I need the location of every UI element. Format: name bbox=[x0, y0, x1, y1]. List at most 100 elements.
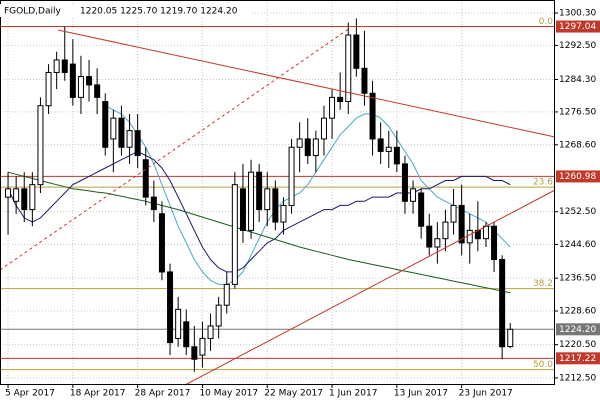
candle-body bbox=[385, 146, 392, 152]
moving-average bbox=[105, 105, 511, 285]
candle-body bbox=[507, 328, 514, 348]
candle-body bbox=[142, 159, 149, 198]
y-tick-label: 1300.30 bbox=[559, 9, 596, 19]
candle-body bbox=[13, 188, 20, 202]
price-box-label: 1224.20 bbox=[559, 325, 596, 335]
ohlc-readout: 1220.05 1225.70 1219.70 1224.20 bbox=[80, 7, 238, 17]
moving-average bbox=[7, 150, 511, 273]
x-tick-label: 18 Apr 2017 bbox=[70, 389, 126, 399]
price-box-label: 1297.04 bbox=[559, 22, 596, 32]
price-box bbox=[556, 170, 600, 183]
candle-body bbox=[77, 76, 84, 98]
candle-body bbox=[223, 283, 230, 306]
candle-body bbox=[183, 321, 190, 348]
candle-body bbox=[53, 59, 60, 73]
candle-body bbox=[86, 76, 93, 86]
chart-title: FGOLD,Daily bbox=[4, 7, 61, 17]
moving-average bbox=[7, 171, 511, 294]
y-tick-label: 1276.50 bbox=[559, 107, 596, 117]
candle-body bbox=[207, 325, 214, 339]
y-tick-label: 1212.50 bbox=[559, 373, 596, 383]
candle-body bbox=[29, 184, 36, 211]
candle-body bbox=[231, 184, 238, 285]
candle-body bbox=[167, 271, 174, 344]
candle-body bbox=[312, 138, 319, 157]
trend-line-dashed bbox=[0, 27, 351, 271]
candle-body bbox=[410, 188, 417, 202]
candle-body bbox=[175, 308, 182, 339]
candle-body bbox=[264, 188, 271, 211]
candle-body bbox=[369, 92, 376, 140]
x-tick-label: 1 Jun 2017 bbox=[329, 389, 377, 399]
candle-body bbox=[377, 138, 384, 152]
y-tick-label: 1244.60 bbox=[559, 240, 596, 250]
candle-body bbox=[150, 196, 157, 211]
candle-body bbox=[304, 138, 311, 157]
candle-body bbox=[5, 188, 12, 198]
candle-body bbox=[337, 96, 344, 103]
candle-body bbox=[21, 188, 28, 211]
y-tick-label: 1268.60 bbox=[559, 140, 596, 150]
candle-body bbox=[442, 221, 449, 240]
y-tick-label: 1252.50 bbox=[559, 207, 596, 217]
candle-body bbox=[110, 117, 117, 140]
x-tick-label: 28 Apr 2017 bbox=[135, 389, 191, 399]
candle-body bbox=[466, 229, 473, 244]
x-tick-label: 13 Jun 2017 bbox=[394, 389, 448, 399]
x-tick-label: 22 May 2017 bbox=[264, 389, 323, 399]
candle-body bbox=[296, 138, 303, 148]
candle-body bbox=[280, 204, 287, 223]
candle-body bbox=[158, 213, 165, 273]
plot-frame bbox=[0, 0, 555, 385]
candle-body bbox=[361, 67, 368, 94]
candle-body bbox=[94, 84, 101, 98]
candle-body bbox=[345, 34, 352, 103]
trend-line bbox=[184, 189, 556, 386]
price-box bbox=[556, 20, 600, 33]
candle-body bbox=[61, 59, 68, 73]
candle-body bbox=[482, 225, 489, 240]
fib-label: 38.2 bbox=[533, 279, 553, 289]
fib-label: 50.0 bbox=[533, 360, 553, 370]
fib-label: 23.6 bbox=[533, 178, 553, 188]
candle-body bbox=[37, 105, 44, 186]
price-box bbox=[556, 323, 600, 336]
candle-body bbox=[426, 225, 433, 248]
candle-body bbox=[199, 337, 206, 356]
candle-body bbox=[272, 188, 279, 223]
price-box bbox=[556, 352, 600, 365]
price-box-label: 1260.98 bbox=[559, 172, 596, 182]
y-tick-label: 1284.30 bbox=[559, 75, 596, 85]
price-axis: 1300.30 1292.50 1284.30 1276.50 1268.60 1252.… bbox=[5, 9, 600, 399]
candle-body bbox=[288, 146, 295, 206]
candle-body bbox=[458, 204, 465, 244]
candle-body bbox=[434, 238, 441, 248]
trend-line bbox=[57, 29, 556, 138]
x-tick-label: 10 May 2017 bbox=[199, 389, 258, 399]
candle-body bbox=[393, 146, 400, 165]
candle-body bbox=[126, 130, 133, 148]
candle-body bbox=[215, 304, 222, 327]
candle-body bbox=[256, 171, 263, 211]
x-tick-label: 23 Jun 2017 bbox=[459, 389, 513, 399]
y-tick-label: 1292.50 bbox=[559, 41, 596, 51]
candle-body bbox=[118, 117, 125, 148]
y-tick-label: 1236.50 bbox=[559, 274, 596, 284]
candle-body bbox=[499, 258, 506, 348]
candle-body bbox=[450, 204, 457, 223]
candle-body bbox=[69, 63, 76, 98]
candle-body bbox=[248, 171, 255, 231]
title-bg bbox=[0, 4, 250, 17]
candle-body bbox=[401, 163, 408, 202]
candle-body bbox=[191, 346, 198, 360]
candle-body bbox=[418, 192, 425, 227]
y-tick-label: 1220.50 bbox=[559, 340, 596, 350]
candle-body bbox=[102, 101, 109, 148]
fib-label: 0.0 bbox=[539, 17, 554, 27]
plot-area: 0.0 23.6 38.2 50.0 bbox=[0, 0, 555, 385]
candle-body bbox=[134, 130, 141, 157]
candle-body bbox=[45, 71, 52, 107]
candle-body bbox=[239, 188, 246, 231]
